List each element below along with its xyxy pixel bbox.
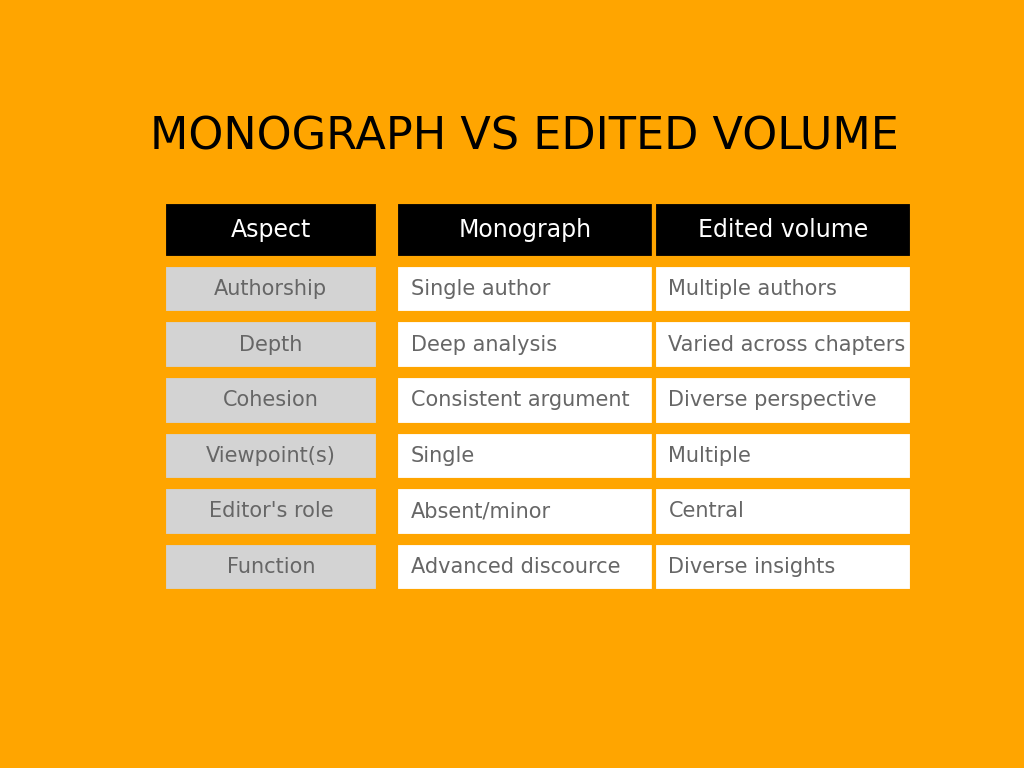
Text: Diverse perspective: Diverse perspective	[669, 390, 878, 410]
FancyBboxPatch shape	[654, 432, 912, 480]
Text: Depth: Depth	[240, 335, 302, 355]
FancyBboxPatch shape	[654, 201, 912, 258]
FancyBboxPatch shape	[164, 201, 378, 258]
Text: Central: Central	[669, 502, 744, 521]
FancyBboxPatch shape	[164, 265, 378, 313]
FancyBboxPatch shape	[396, 376, 654, 425]
Text: Deep analysis: Deep analysis	[411, 335, 557, 355]
Text: Advanced discource: Advanced discource	[411, 557, 620, 577]
FancyBboxPatch shape	[654, 265, 912, 313]
Text: Single author: Single author	[411, 279, 550, 299]
Text: Cohesion: Cohesion	[223, 390, 318, 410]
Text: Aspect: Aspect	[230, 217, 311, 242]
FancyBboxPatch shape	[396, 320, 654, 369]
Text: Consistent argument: Consistent argument	[411, 390, 629, 410]
FancyBboxPatch shape	[164, 376, 378, 425]
FancyBboxPatch shape	[164, 432, 378, 480]
FancyBboxPatch shape	[654, 543, 912, 591]
Text: MONOGRAPH VS EDITED VOLUME: MONOGRAPH VS EDITED VOLUME	[151, 115, 899, 158]
Text: Varied across chapters: Varied across chapters	[669, 335, 905, 355]
Text: Editor's role: Editor's role	[209, 502, 333, 521]
FancyBboxPatch shape	[654, 376, 912, 425]
Text: Function: Function	[226, 557, 315, 577]
FancyBboxPatch shape	[164, 487, 378, 536]
FancyBboxPatch shape	[396, 201, 654, 258]
Text: Absent/minor: Absent/minor	[411, 502, 551, 521]
FancyBboxPatch shape	[654, 487, 912, 536]
Text: Diverse insights: Diverse insights	[669, 557, 836, 577]
Text: Authorship: Authorship	[214, 279, 328, 299]
Text: Single: Single	[411, 446, 475, 466]
FancyBboxPatch shape	[164, 320, 378, 369]
FancyBboxPatch shape	[396, 432, 654, 480]
Text: Multiple authors: Multiple authors	[669, 279, 838, 299]
FancyBboxPatch shape	[396, 265, 654, 313]
FancyBboxPatch shape	[654, 320, 912, 369]
Text: Viewpoint(s): Viewpoint(s)	[206, 446, 336, 466]
FancyBboxPatch shape	[396, 487, 654, 536]
FancyBboxPatch shape	[164, 543, 378, 591]
Text: Multiple: Multiple	[669, 446, 752, 466]
Text: Edited volume: Edited volume	[698, 217, 868, 242]
Text: Monograph: Monograph	[459, 217, 592, 242]
FancyBboxPatch shape	[396, 543, 654, 591]
